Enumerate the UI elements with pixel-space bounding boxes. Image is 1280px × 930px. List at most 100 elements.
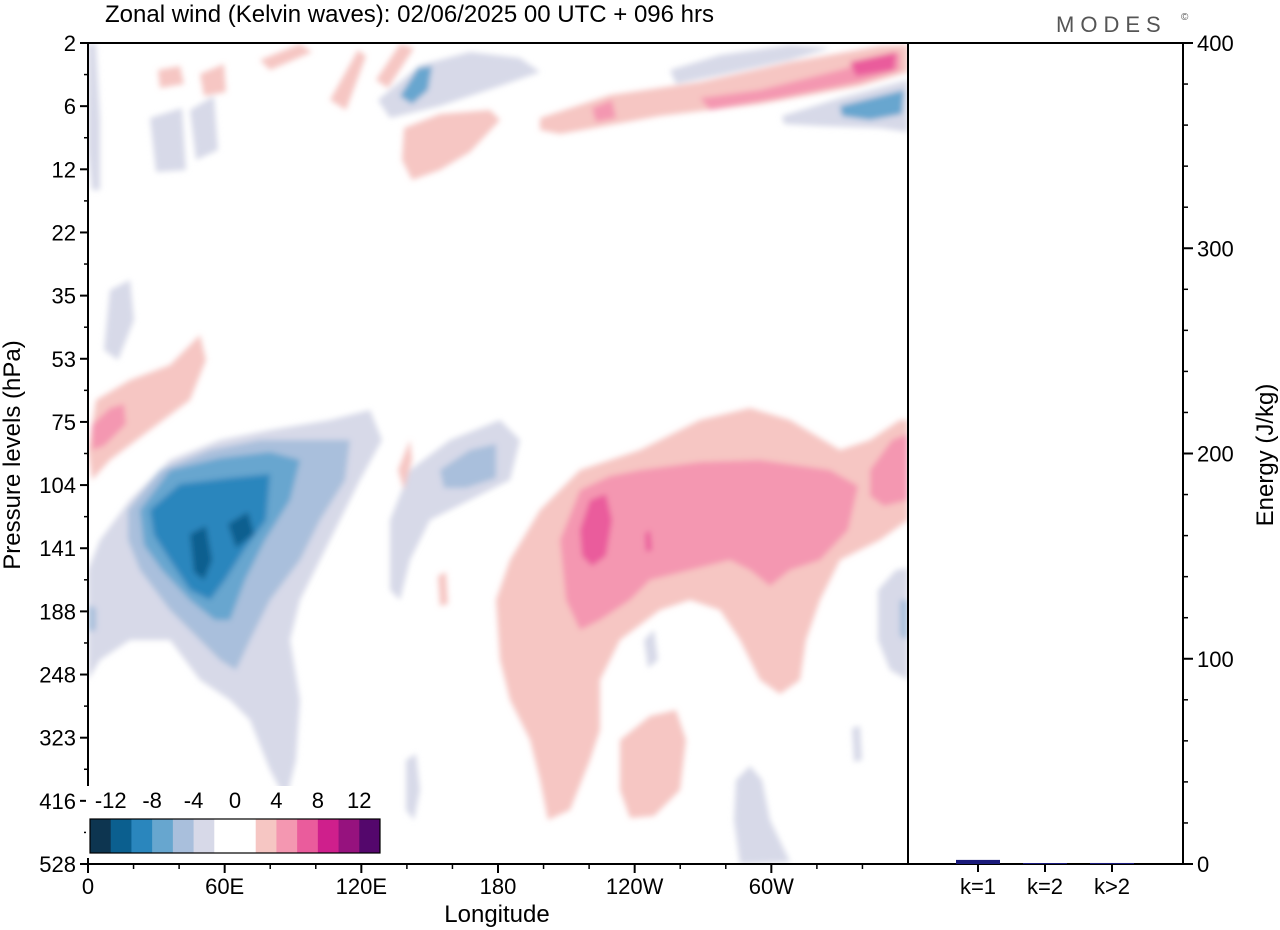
colorbar-label: -12 xyxy=(95,788,127,813)
contour-negative xyxy=(734,766,790,864)
energy-bar xyxy=(956,859,1000,864)
contour-negative xyxy=(190,526,212,580)
y-tick-label: 416 xyxy=(39,789,76,814)
x-axis-longitude: 0 60E 120E 180 120W 60W xyxy=(82,864,864,899)
y-tick-label: 141 xyxy=(39,536,76,561)
colorbar-swatch xyxy=(255,819,277,853)
contour-positive xyxy=(376,44,414,88)
energy-tick-label: 0 xyxy=(1197,852,1209,877)
brand-logo: MODES xyxy=(1056,12,1167,37)
x-tick-label: 120W xyxy=(606,874,664,899)
contour-negative xyxy=(852,726,862,762)
chart-title: Zonal wind (Kelvin waves): 02/06/2025 00… xyxy=(105,1,714,28)
colorbar-swatch xyxy=(235,819,257,853)
y-tick-label: 323 xyxy=(39,726,76,751)
contour-positive xyxy=(438,572,448,606)
x-tick-label: 180 xyxy=(480,874,517,899)
contour-positive xyxy=(260,44,312,70)
contour-negative xyxy=(900,600,908,640)
contour-negative xyxy=(88,44,100,190)
energy-axis-title: Energy (J/kg) xyxy=(1252,384,1279,527)
y-tick-label: 248 xyxy=(39,663,76,688)
energy-bars: k=1 k=2 k>2 xyxy=(956,859,1134,899)
colorbar-label: 12 xyxy=(347,788,371,813)
contour-positive xyxy=(645,530,652,552)
contour-negative xyxy=(670,45,830,84)
y-tick-label: 188 xyxy=(39,599,76,624)
x-tick-label: 0 xyxy=(82,874,94,899)
colorbar-label: 0 xyxy=(229,788,241,813)
contour-positive xyxy=(92,404,126,450)
colorbar-swatch xyxy=(359,819,381,853)
colorbar-swatch xyxy=(214,819,236,853)
colorbar-label: -4 xyxy=(184,788,204,813)
colorbar-label: -8 xyxy=(142,788,162,813)
bar-category-label: k=2 xyxy=(1027,874,1063,899)
bar-category-label: k>2 xyxy=(1094,874,1130,899)
energy-tick-label: 400 xyxy=(1197,31,1234,56)
energy-bar xyxy=(1023,863,1067,864)
energy-bar xyxy=(1090,862,1134,864)
contour-negative xyxy=(150,108,186,172)
contour-negative xyxy=(440,444,496,488)
contour-negative xyxy=(190,96,218,160)
y-axis-energy: 0 100 200 300 400 xyxy=(1183,31,1234,877)
contour-positive xyxy=(620,710,686,818)
contour-positive xyxy=(200,64,226,96)
colorbar-swatch xyxy=(172,819,195,853)
colorbar-label: 4 xyxy=(270,788,282,813)
contour-positive xyxy=(330,50,366,110)
contour-negative xyxy=(150,474,270,600)
bar-panel-frame xyxy=(907,42,1184,865)
y-tick-label: 12 xyxy=(52,157,76,182)
contour-positive xyxy=(870,434,908,506)
colorbar-swatch xyxy=(317,819,340,853)
y-tick-label: 22 xyxy=(52,220,76,245)
contour-negative xyxy=(406,754,420,820)
colorbar-swatch xyxy=(90,819,112,853)
colorbar: -12 -8 -4 0 4 8 12 xyxy=(86,786,384,858)
x-tick-label: 60W xyxy=(749,874,794,899)
energy-tick-label: 200 xyxy=(1197,442,1234,467)
contour-negative xyxy=(878,568,908,680)
y-tick-label: 75 xyxy=(52,410,76,435)
y-tick-label: 528 xyxy=(39,852,76,877)
contour-positive xyxy=(88,335,206,480)
contour-negative xyxy=(644,630,658,668)
colorbar-swatch xyxy=(338,819,360,853)
colorbar-frame xyxy=(89,818,381,854)
contour-negative xyxy=(88,605,96,632)
contour-positive xyxy=(158,66,184,88)
contour-positive xyxy=(560,460,858,630)
brand-mark: © xyxy=(1181,12,1189,23)
contour-positive xyxy=(850,52,896,76)
colorbar-label: 8 xyxy=(312,788,324,813)
contour-positive xyxy=(402,110,500,180)
colorbar-swatch xyxy=(193,819,215,853)
bar-category-label: k=1 xyxy=(960,874,996,899)
y-axis-title: Pressure levels (hPa) xyxy=(0,340,26,569)
y-tick-label: 35 xyxy=(52,284,76,309)
contour-positive xyxy=(700,52,900,110)
y-tick-label: 53 xyxy=(52,347,76,372)
contour-negative xyxy=(400,66,432,104)
energy-tick-label: 100 xyxy=(1197,647,1234,672)
y-tick-label: 2 xyxy=(64,31,76,56)
contour-positive xyxy=(540,45,908,134)
contour-negative xyxy=(228,512,254,548)
contour-positive xyxy=(398,440,412,490)
energy-tick-label: 300 xyxy=(1197,236,1234,261)
colorbar-swatch xyxy=(110,819,132,853)
x-tick-label: 60E xyxy=(205,874,244,899)
colorbar-swatch xyxy=(152,819,174,853)
colorbar-swatch xyxy=(276,819,298,853)
colorbar-swatch xyxy=(131,819,153,853)
y-tick-label: 6 xyxy=(64,94,76,119)
contour-negative xyxy=(104,280,134,360)
x-tick-label: 120E xyxy=(336,874,387,899)
contour-positive xyxy=(592,100,616,122)
y-axis-pressure: 2 6 12 22 35 53 75 104 141 188 248 323 416 528 xyxy=(39,31,88,877)
contour-positive xyxy=(580,494,612,566)
contour-negative xyxy=(840,90,904,120)
